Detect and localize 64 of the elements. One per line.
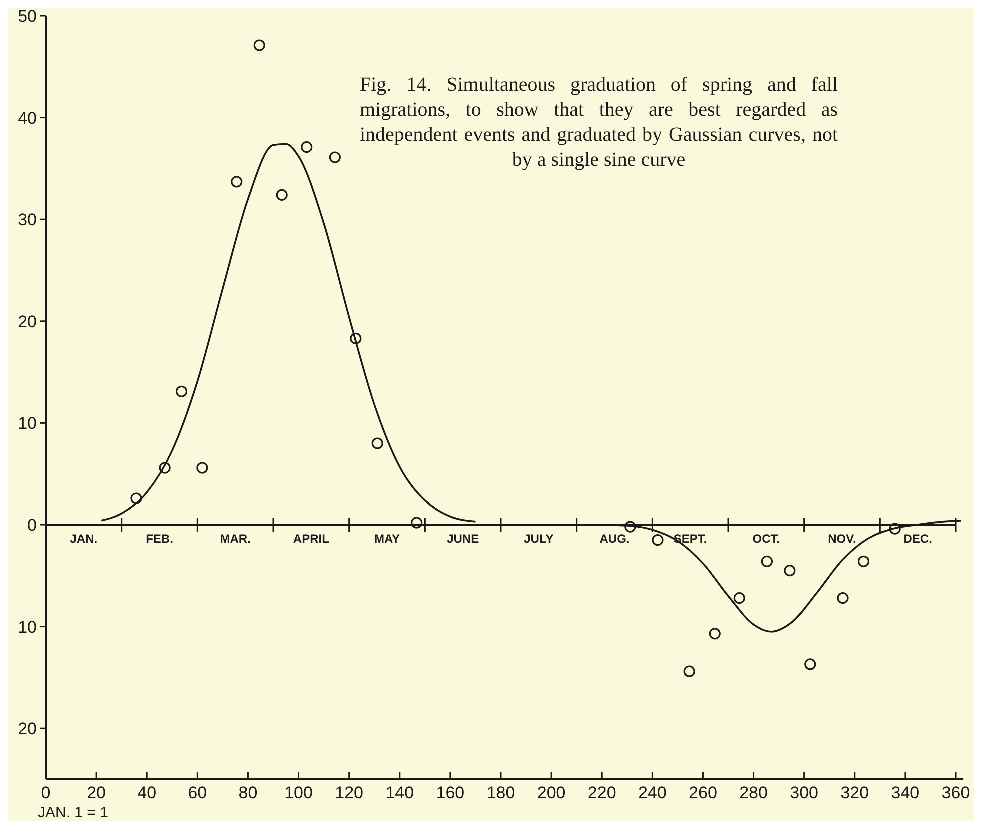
x-tick-label: 280 (740, 784, 768, 802)
point (301, 142, 313, 154)
annotation: APRIL (293, 532, 330, 546)
x-tick-label: 120 (335, 784, 364, 802)
annotation: JULY (524, 532, 554, 546)
x-tick-label: 140 (386, 784, 414, 802)
point (231, 176, 243, 188)
point (276, 189, 288, 201)
point (734, 592, 746, 604)
point (709, 628, 721, 640)
point (159, 462, 171, 474)
point (350, 332, 362, 345)
x-tick-label: 100 (284, 784, 313, 802)
point (804, 658, 816, 670)
x-tick-label: 160 (436, 784, 465, 802)
annotation: MAR. (220, 532, 251, 546)
point (761, 556, 773, 568)
x-tick-label: 60 (188, 784, 208, 802)
y-tick-label: 50 (18, 6, 37, 26)
x-tick-label: 80 (238, 784, 258, 802)
point (372, 438, 384, 450)
text: JAN. 1 = 1 (38, 804, 108, 822)
annotation: FEB. (146, 532, 174, 546)
annotation: OCT. (752, 532, 780, 546)
point (196, 462, 208, 474)
annotation: AUG. (600, 532, 630, 546)
text: Fig. 14. Simultaneous graduation of spring and fall migrations, to show that they are best regarded as independent events and graduated by Gaussian curves, not by a single sine curve (360, 73, 838, 173)
point (652, 534, 664, 546)
y-tick-label: 10 (18, 618, 37, 637)
point (784, 565, 796, 577)
point (889, 523, 901, 535)
x-tick-label: 360 (942, 784, 970, 802)
point (858, 556, 870, 568)
y-tick-label: 20 (18, 312, 37, 332)
x-tick-label: 240 (638, 784, 667, 802)
point (837, 592, 849, 604)
x-tick-label: 20 (87, 784, 106, 802)
y-tick-label: 10 (18, 414, 37, 434)
point (254, 40, 266, 52)
point (329, 152, 341, 164)
annotation: JAN. (70, 532, 98, 546)
point (684, 666, 696, 678)
x-tick-label: 340 (891, 784, 920, 802)
x-tick-label: 300 (790, 784, 819, 802)
y-tick-label: 30 (18, 210, 37, 230)
x-tick-label: 40 (138, 784, 157, 802)
annotation: NOV. (828, 532, 856, 546)
y-tick-label: 40 (18, 108, 37, 128)
y-tick-label: 0 (28, 516, 37, 535)
annotation: SEPT. (674, 532, 708, 546)
x-tick-label: 200 (537, 784, 566, 802)
x-tick-label: 0 (41, 784, 51, 802)
point (624, 521, 636, 533)
x-tick-label: 220 (588, 784, 616, 802)
annotation: JUNE (447, 532, 480, 546)
annotation: MAY (374, 532, 400, 546)
annotation: DEC. (904, 532, 932, 546)
point (411, 517, 423, 529)
x-tick-label: 260 (689, 784, 718, 802)
x-tick-label: 180 (486, 784, 516, 802)
x-tick-label: 320 (840, 784, 870, 802)
point (176, 386, 188, 398)
point (130, 492, 142, 504)
y-tick-label: 20 (18, 720, 37, 739)
